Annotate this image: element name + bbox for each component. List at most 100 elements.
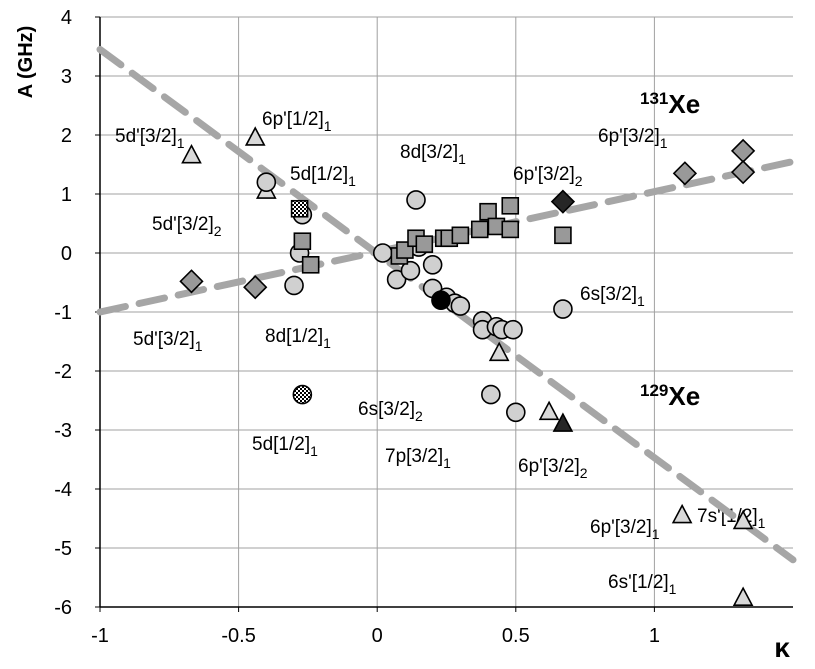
point — [386, 269, 407, 290]
y-tick-label: 2 — [61, 125, 72, 147]
annotation: 8d[1/2]1 — [265, 326, 331, 351]
point — [451, 226, 470, 245]
annotation-subscript: 1 — [348, 173, 356, 189]
annotation-text: 7p[3/2] — [385, 446, 443, 467]
annotation-text: 5d'[3/2] — [133, 329, 195, 350]
point — [552, 412, 574, 432]
annotation-text: 5d'[3/2] — [115, 126, 177, 147]
point — [481, 384, 501, 405]
annotation-text: 8d[1/2] — [265, 326, 323, 347]
annotation-text: 8d[3/2] — [400, 142, 458, 163]
annotation-text: 6p'[3/2] — [513, 164, 575, 185]
point — [550, 189, 576, 214]
point — [732, 586, 754, 606]
point — [730, 160, 756, 185]
annotation: 6s'[1/2]1 — [608, 572, 677, 597]
point — [301, 255, 320, 274]
point — [730, 138, 756, 164]
y-tick-label: 4 — [61, 7, 72, 29]
isotope-superscript: 131 — [640, 89, 668, 108]
point — [671, 503, 693, 524]
annotation: 6s[3/2]1 — [580, 284, 645, 309]
y-axis-title: A (GHz) — [15, 26, 37, 99]
annotation-subscript: 1 — [652, 526, 660, 542]
point — [243, 275, 268, 300]
annotation: 6s[3/2]2 — [358, 399, 423, 424]
point — [284, 275, 304, 296]
annotation-subscript: 1 — [443, 455, 451, 471]
point — [505, 402, 526, 423]
annotation-subscript: 1 — [310, 443, 318, 459]
point — [415, 235, 434, 253]
annotation-text: 6p'[3/2] — [590, 517, 652, 538]
fit-line — [96, 45, 797, 564]
annotation-text: 6s[3/2] — [580, 284, 637, 305]
point — [554, 226, 572, 245]
annotation-text: 6s[3/2] — [358, 399, 415, 420]
point — [406, 190, 426, 210]
annotation: 5d'[3/2]1 — [115, 126, 185, 151]
y-tick-label: 1 — [61, 184, 72, 206]
annotation: 8d[3/2]1 — [400, 142, 466, 167]
point — [256, 172, 277, 192]
annotation-text: 6p'[1/2] — [262, 109, 324, 130]
annotation-subscript: 1 — [637, 293, 645, 309]
point — [244, 126, 266, 146]
point — [672, 161, 698, 186]
fit-line — [96, 158, 797, 316]
point — [501, 197, 520, 215]
isotope-label: 129Xe — [640, 381, 700, 411]
annotation: 5d'[3/2]1 — [133, 329, 203, 354]
point — [501, 220, 520, 239]
annotation: 5d[1/2]1 — [252, 434, 318, 459]
x-tick-label: -0.5 — [221, 625, 255, 647]
y-tick-label: 3 — [61, 66, 72, 88]
annotation-subscript: 2 — [580, 465, 588, 481]
x-axis-title: κ — [774, 632, 790, 663]
y-tick-label: -5 — [54, 538, 72, 560]
annotation-subscript: 1 — [669, 581, 677, 597]
x-tick-label: -1 — [91, 625, 109, 647]
point — [181, 143, 202, 164]
point — [503, 319, 523, 340]
isotope-superscript: 129 — [640, 381, 668, 400]
y-tick-label: 0 — [61, 243, 72, 265]
y-tick-label: -4 — [54, 479, 72, 501]
x-tick-label: 0 — [372, 625, 383, 647]
annotation-subscript: 1 — [660, 135, 668, 151]
annotation-text: 5d[1/2] — [252, 434, 310, 455]
point — [470, 220, 489, 239]
annotation: 6p'[3/2]1 — [590, 517, 660, 542]
point — [553, 299, 573, 319]
annotation-subscript: 1 — [177, 135, 185, 151]
point — [372, 243, 393, 263]
point — [179, 269, 204, 294]
point — [400, 260, 421, 281]
y-tick-label: -3 — [54, 420, 72, 442]
point — [479, 202, 497, 221]
point — [293, 232, 312, 250]
y-tick-label: -6 — [54, 597, 72, 619]
annotation-subscript: 1 — [323, 335, 331, 351]
isotope-text: Xe — [668, 89, 700, 119]
point — [290, 199, 309, 218]
annotation-text: 6s'[1/2] — [608, 572, 669, 593]
y-tick-label: -1 — [54, 302, 72, 324]
annotation: 6p'[1/2]1 — [262, 109, 332, 134]
annotation-subscript: 2 — [214, 223, 222, 239]
point — [422, 254, 443, 275]
annotation-subscript: 2 — [575, 173, 583, 189]
point — [538, 400, 560, 421]
point — [732, 509, 754, 530]
annotation-subscript: 1 — [195, 338, 203, 354]
annotation-text: 5d[1/2] — [290, 164, 348, 185]
point — [450, 296, 471, 316]
point — [292, 384, 313, 405]
annotation-text: 6p'[3/2] — [598, 126, 660, 147]
annotation-subscript: 1 — [758, 515, 766, 531]
point — [431, 290, 451, 311]
isotope-label: 131Xe — [640, 89, 700, 119]
x-tick-label: 1 — [649, 625, 660, 647]
point — [488, 341, 510, 362]
